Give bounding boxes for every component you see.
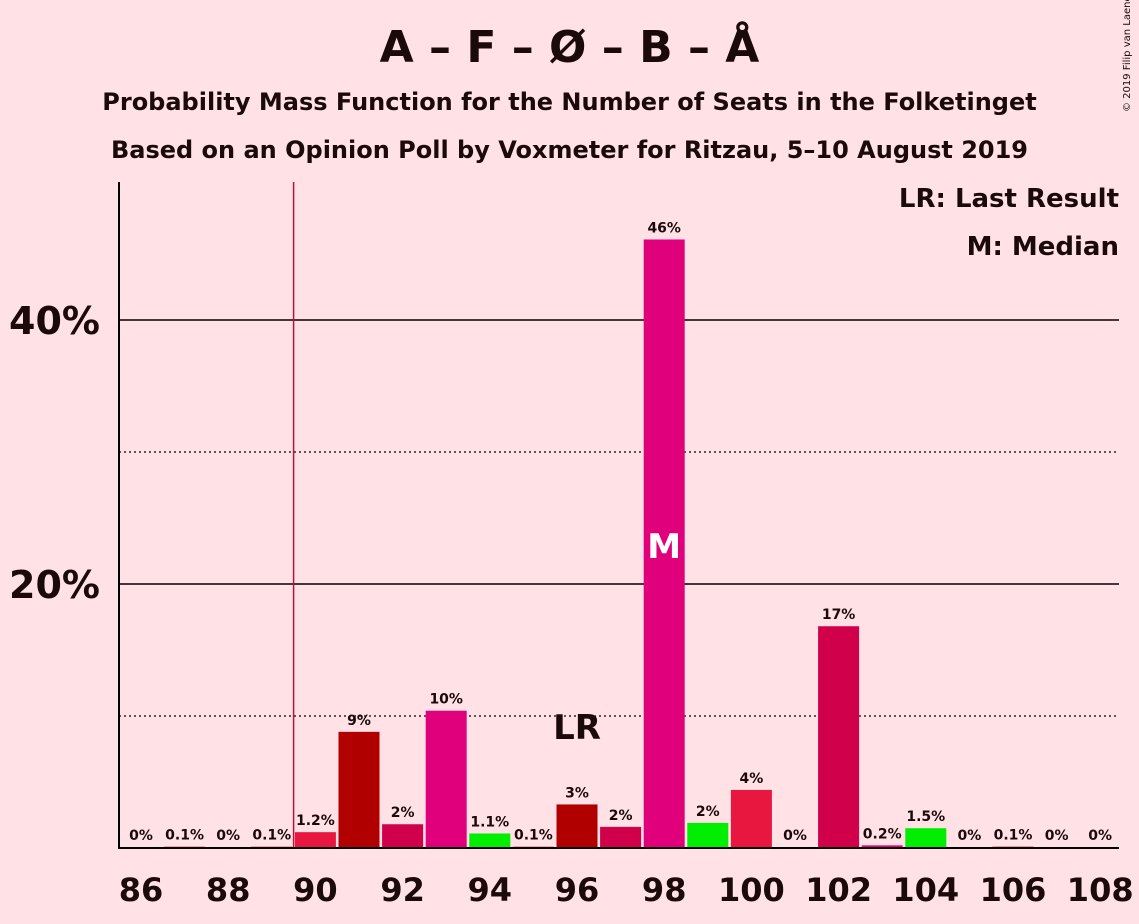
bar-data-label: 46% <box>647 220 681 236</box>
bar-data-label: 1.5% <box>906 809 945 825</box>
y-tick-label: 20% <box>9 563 100 607</box>
x-tick-label: 100 <box>718 871 785 909</box>
bar <box>469 833 511 848</box>
chart-subtitle-1: Probability Mass Function for the Number… <box>102 88 1037 116</box>
bar-data-label: 0.1% <box>252 828 291 844</box>
bar-data-label: 2% <box>609 808 633 824</box>
x-tick-label: 86 <box>119 871 164 909</box>
bar-data-label: 0.1% <box>514 828 553 844</box>
x-tick-label: 96 <box>555 871 600 909</box>
bar-data-label: 0% <box>1088 828 1112 844</box>
bar-data-label: 10% <box>429 692 463 708</box>
x-tick-label: 90 <box>293 871 338 909</box>
bar-data-label: 0% <box>958 828 982 844</box>
bar <box>556 804 598 848</box>
bar-data-label: 0% <box>1045 828 1069 844</box>
y-tick-label: 40% <box>9 299 100 343</box>
bar-data-label: 0% <box>783 828 807 844</box>
chart-title: A – F – Ø – B – Å <box>379 22 760 73</box>
x-tick-label: 108 <box>1067 871 1134 909</box>
bar <box>294 832 336 848</box>
x-tick-label: 102 <box>805 871 872 909</box>
bar <box>600 826 642 848</box>
bar-data-label: 1.1% <box>470 814 509 830</box>
x-tick-label: 98 <box>642 871 687 909</box>
legend-median: M: Median <box>966 232 1119 262</box>
median-marker: M <box>647 527 681 567</box>
bar <box>818 626 860 848</box>
bar-data-label: 3% <box>565 785 589 801</box>
x-tick-label: 104 <box>892 871 959 909</box>
x-tick-label: 88 <box>206 871 251 909</box>
bar-data-label: 0.1% <box>994 828 1033 844</box>
bar-data-label: 9% <box>347 713 371 729</box>
legend-last-result: LR: Last Result <box>898 184 1119 214</box>
x-tick-label: 92 <box>380 871 425 909</box>
bar-data-label: 2% <box>391 805 415 821</box>
bar <box>861 845 903 848</box>
bar-data-label: 0% <box>129 828 153 844</box>
bar-data-label: 17% <box>822 607 856 623</box>
bar-data-label: 4% <box>740 771 764 787</box>
bar <box>905 828 947 848</box>
x-tick-label: 94 <box>468 871 513 909</box>
bar <box>382 824 424 848</box>
bar-data-label: 0% <box>216 828 240 844</box>
bar-data-label: 2% <box>696 804 720 820</box>
bar <box>338 731 380 848</box>
bar <box>425 710 467 848</box>
bar <box>643 239 685 849</box>
bar-data-label: 0.1% <box>165 828 204 844</box>
bar-data-label: 0.2% <box>863 826 902 842</box>
x-tick-label: 106 <box>980 871 1047 909</box>
bar <box>730 789 772 848</box>
chart-subtitle-2: Based on an Opinion Poll by Voxmeter for… <box>110 136 1029 164</box>
bar-data-label: 1.2% <box>296 813 335 829</box>
bar <box>687 822 729 848</box>
last-result-marker: LR <box>553 708 601 748</box>
